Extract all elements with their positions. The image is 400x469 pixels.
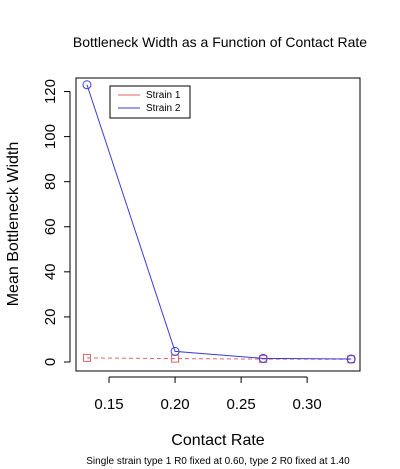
x-axis-title: Contact Rate xyxy=(171,432,264,449)
series-layer xyxy=(82,80,356,364)
y-tick-label: 0 xyxy=(42,358,59,366)
plot-frame xyxy=(75,77,361,372)
y-tick-label: 120 xyxy=(42,79,59,104)
data-point-strain-1 xyxy=(82,353,91,362)
legend-label-strain-2: Strain 2 xyxy=(146,103,181,114)
data-point-strain-2 xyxy=(346,354,356,364)
y-tick-label: 60 xyxy=(42,218,59,235)
chart-caption: Single strain type 1 R0 fixed at 0.60, t… xyxy=(86,456,350,467)
x-tick-label: 0.20 xyxy=(160,396,189,413)
y-tick-label: 40 xyxy=(42,263,59,280)
y-axis-title: Mean Bottleneck Width xyxy=(5,142,22,307)
data-point-strain-2 xyxy=(82,80,92,90)
y-tick-label: 100 xyxy=(42,124,59,149)
series-line-2 xyxy=(86,84,352,360)
data-point-strain-2 xyxy=(258,353,268,363)
x-tick-label: 0.30 xyxy=(293,396,322,413)
y-tick-label: 80 xyxy=(42,173,59,190)
y-tick-label: 20 xyxy=(42,309,59,326)
axes: 0.15 0.20 0.25 0.30 0 20 40 60 80 100 120 xyxy=(42,79,322,413)
data-point-strain-2 xyxy=(170,346,180,356)
legend: Strain 1 Strain 2 xyxy=(109,85,191,119)
x-tick-label: 0.15 xyxy=(94,396,123,413)
chart-title: Bottleneck Width as a Function of Contac… xyxy=(73,34,367,50)
legend-box xyxy=(109,85,191,119)
x-tick-label: 0.25 xyxy=(227,396,256,413)
legend-label-strain-1: Strain 1 xyxy=(146,90,181,101)
